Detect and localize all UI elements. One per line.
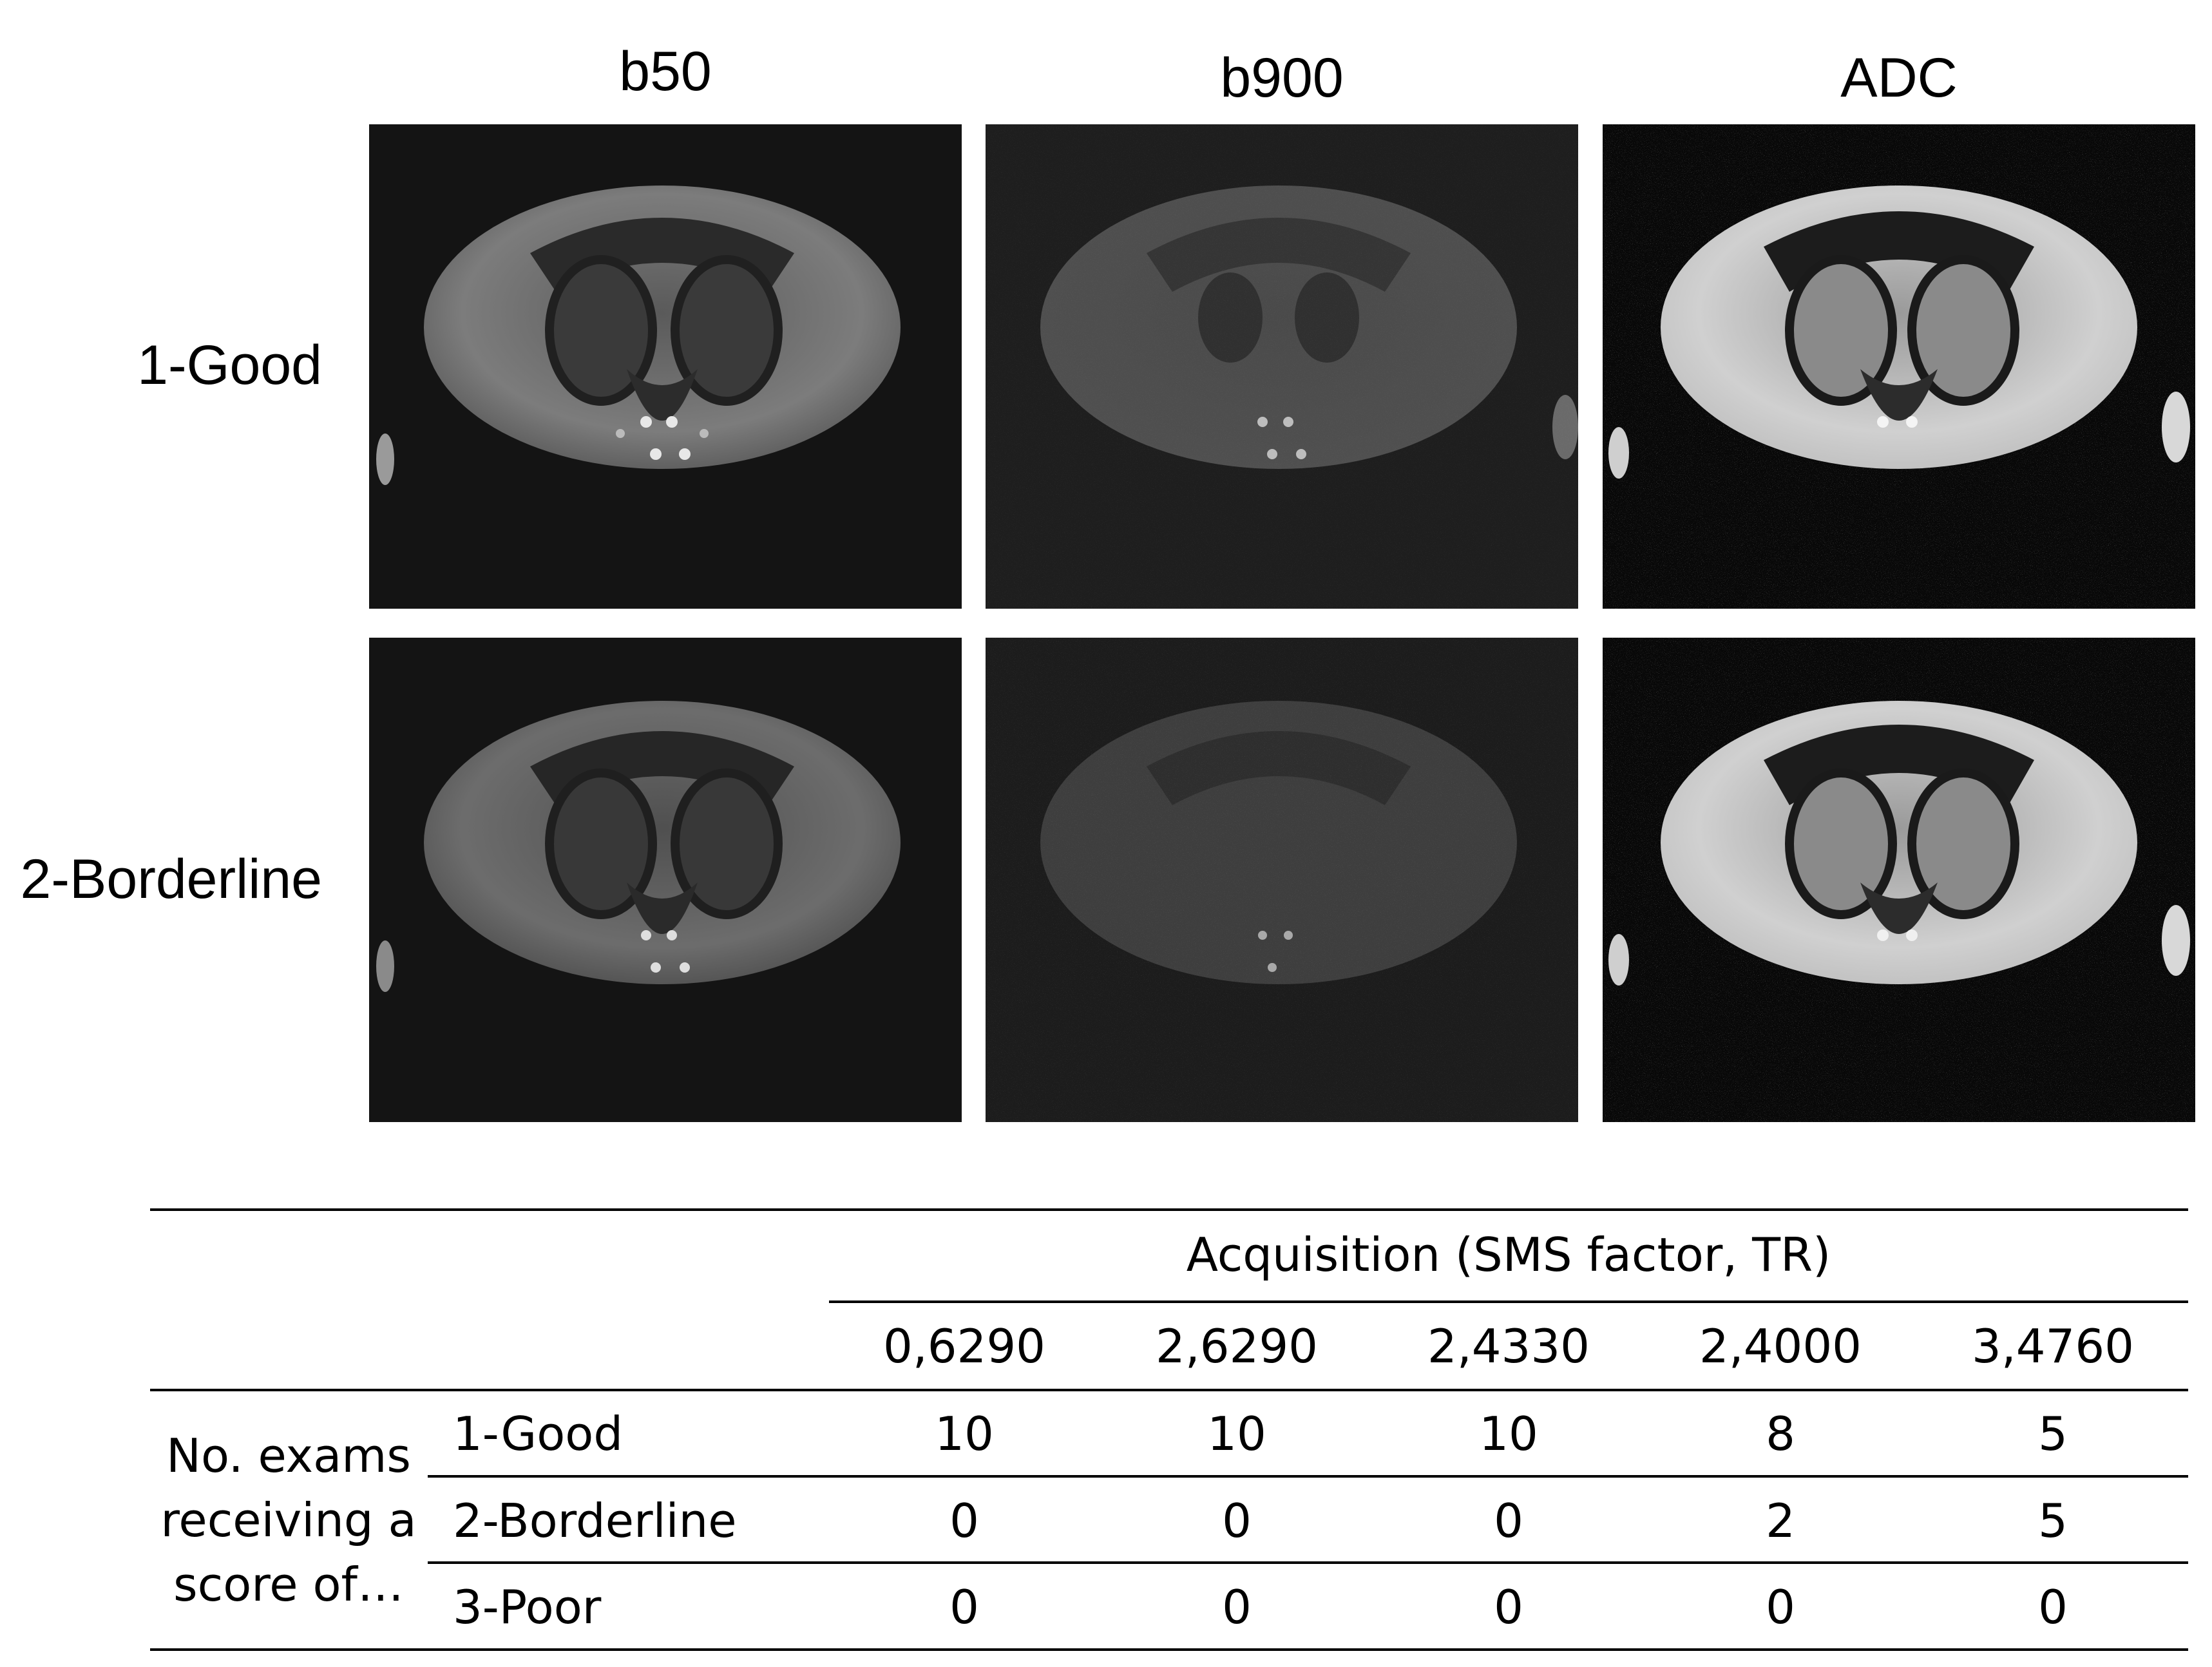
row-rule-1 [428,1475,2188,1478]
mri-b50-good [369,124,962,609]
table-cell: 5 [2038,1407,2068,1461]
table-cell: 2 [1766,1494,1795,1548]
mri-adc-borderline [1603,638,2195,1122]
acq-header-2: 2,6290 [1156,1319,1318,1373]
acq-header-4: 2,4000 [1699,1319,1862,1373]
acq-header-5: 3,4760 [1972,1319,2134,1373]
header-bottom-rule [150,1389,2188,1391]
row-group-label-line-3: score of… [173,1557,404,1612]
group-header-rule [829,1300,2188,1303]
table-cell: 0 [1222,1580,1252,1634]
mri-b900-good [986,124,1578,609]
table-top-rule [150,1208,2188,1211]
table-cell: 10 [935,1407,994,1461]
table-cell: 0 [1222,1494,1252,1548]
mri-b900-borderline [986,638,1578,1122]
table-cell: 0 [1494,1494,1523,1548]
column-header-b900: b900 [1220,47,1344,109]
table-cell: 0 [949,1494,979,1548]
row-header-good: 1-Good [137,334,322,396]
row-rule-2 [428,1561,2188,1564]
mri-adc-good [1603,124,2195,609]
table-cell: 10 [1207,1407,1266,1461]
table-cell: 0 [949,1580,979,1634]
table-group-header: Acquisition (SMS factor, TR) [1186,1228,1831,1282]
table-cell: 8 [1766,1407,1795,1461]
table-cell: 0 [2038,1580,2068,1634]
table-cell: 10 [1479,1407,1538,1461]
table-cell: 5 [2038,1494,2068,1548]
row-group-label-line-2: receiving a [160,1493,417,1547]
table-cell: 0 [1494,1580,1523,1634]
table-row-label-good: 1-Good [453,1407,624,1461]
column-header-adc: ADC [1840,47,1958,109]
acq-header-3: 2,4330 [1427,1319,1590,1373]
table-cell: 0 [1766,1580,1795,1634]
table-bottom-rule [150,1648,2188,1651]
column-header-b50: b50 [619,41,712,102]
table-row-label-poor: 3-Poor [453,1580,602,1634]
acq-header-1: 0,6290 [883,1319,1045,1373]
table-row-label-borderline: 2-Borderline [453,1494,737,1548]
row-group-label-line-1: No. exams [166,1429,411,1483]
mri-b50-borderline [369,638,962,1122]
row-header-borderline: 2-Borderline [20,848,322,910]
